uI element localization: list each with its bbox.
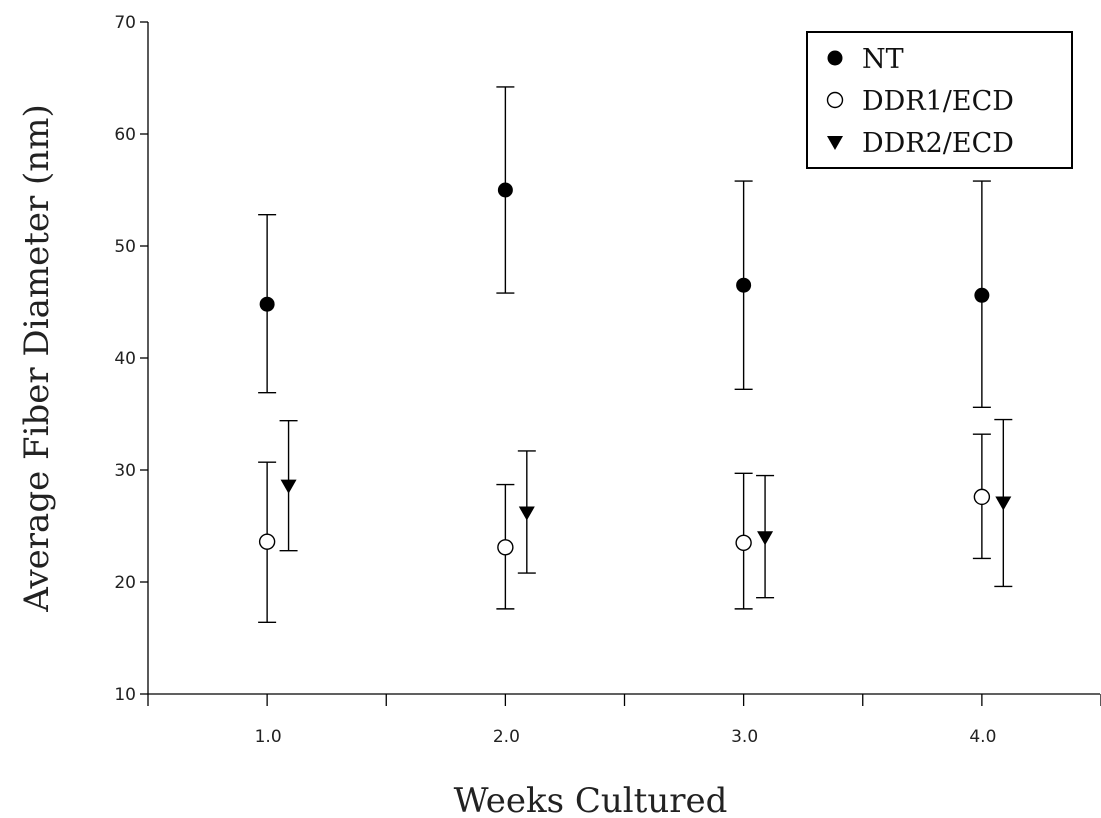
legend-marker: [827, 136, 843, 150]
data-point: [757, 531, 774, 546]
legend-label: DDR2/ECD: [862, 128, 1014, 159]
y-tick-label: 20: [114, 573, 136, 593]
x-tick-label: 4.0: [969, 727, 996, 747]
legend-box: [806, 31, 1073, 169]
legend: NT DDR1/ECD DDR2/ECD: [806, 31, 1073, 169]
data-point: [974, 287, 990, 303]
series-nt: [258, 86, 991, 408]
x-tick-label: 2.0: [493, 727, 520, 747]
data-point: [497, 182, 513, 198]
data-point: [735, 534, 752, 551]
data-point: [259, 296, 275, 312]
data-point: [258, 533, 276, 550]
data-point: [973, 488, 991, 506]
y-tick-label: 40: [114, 349, 136, 369]
legend-label: DDR1/ECD: [862, 86, 1014, 117]
legend-marker: [826, 91, 844, 109]
y-tick-label: 10: [114, 685, 136, 705]
legend-marker: [827, 50, 843, 66]
y-tick-label: 70: [114, 13, 136, 33]
series-ddr2-ecd: [279, 418, 1013, 599]
x-tick-label: 3.0: [731, 727, 758, 747]
legend-label: NT: [862, 44, 904, 75]
x-axis-title: Weeks Cultured: [454, 781, 728, 818]
data-point: [497, 539, 514, 556]
data-point: [518, 506, 535, 521]
data-point: [736, 277, 752, 293]
y-tick-label: 60: [114, 125, 136, 145]
y-tick-label: 50: [114, 237, 136, 257]
axes: 1.0 2.0 3.0 4.0 10 20 30 40 50 60 70: [114, 13, 1101, 747]
series-ddr1-ecd: [258, 433, 991, 624]
y-axis-title: Average Fiber Diameter (nm): [17, 104, 57, 612]
data-point: [280, 479, 297, 494]
data-point: [995, 496, 1012, 511]
x-ticks: 1.0 2.0 3.0 4.0: [147, 694, 1101, 747]
x-tick-label: 1.0: [255, 727, 282, 747]
y-tick-label: 30: [114, 461, 136, 481]
y-ticks: 10 20 30 40 50 60 70: [114, 13, 148, 705]
series-layer: [258, 86, 1013, 624]
